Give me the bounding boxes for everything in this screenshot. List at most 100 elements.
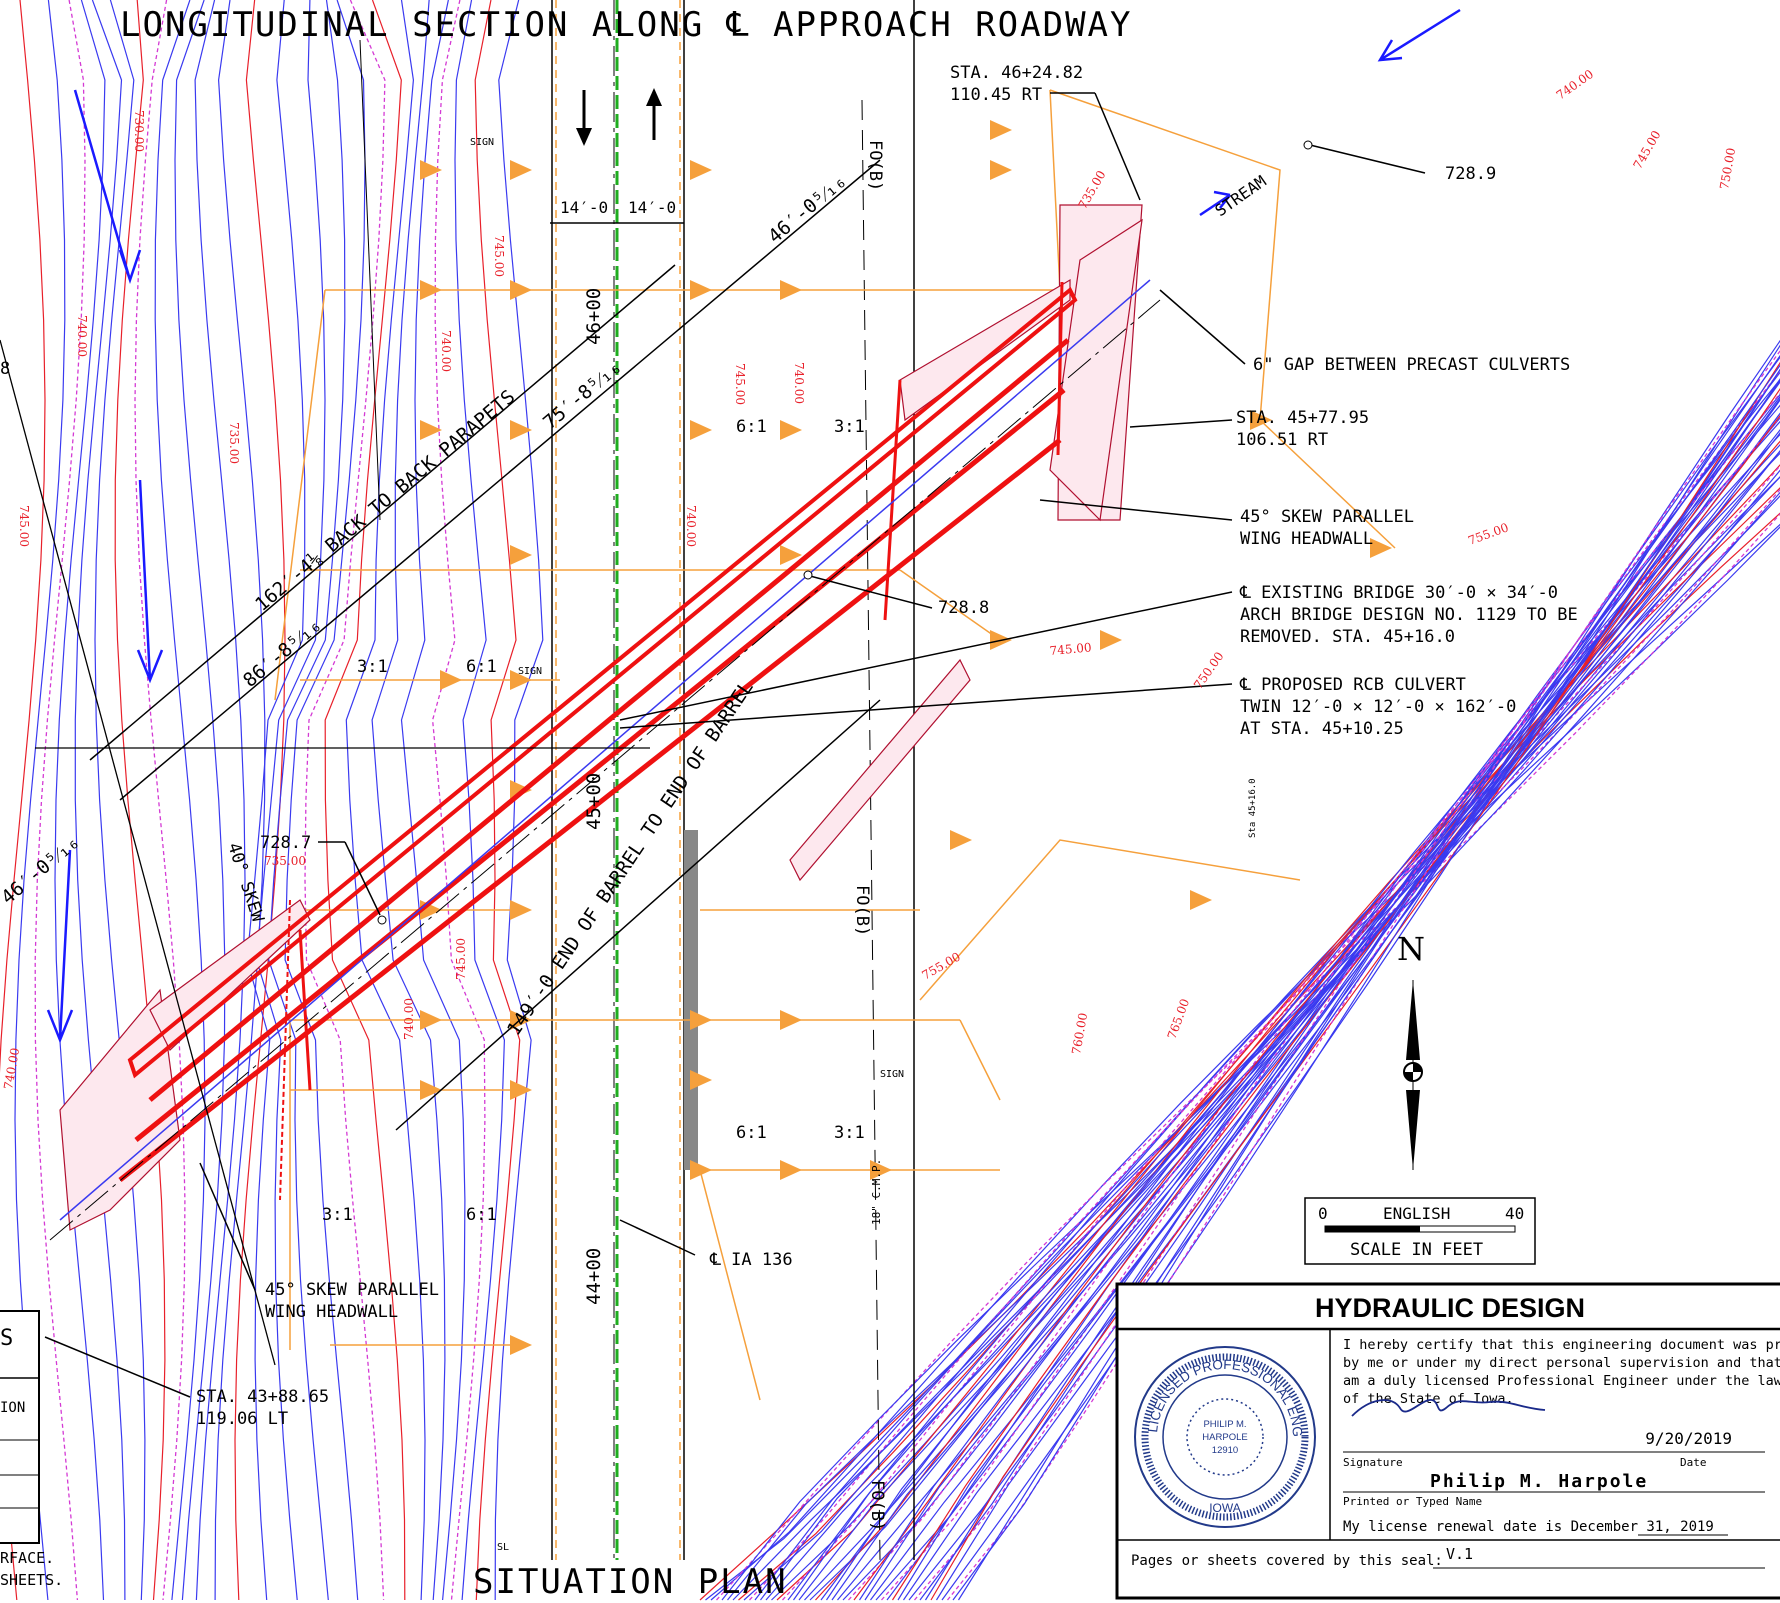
callout-110-45-rt: 110.45 RT: [950, 85, 1042, 105]
grading-triangle: [420, 160, 442, 180]
callout-wing-headwall-low-1: 45° SKEW PARALLEL: [265, 1280, 439, 1300]
svg-text:745.00: 745.00: [454, 938, 468, 980]
callout-wing-headwall-low-2: WING HEADWALL: [265, 1302, 398, 1322]
lane-width-left: 14′-0: [560, 198, 608, 217]
svg-text:735.00: 735.00: [227, 422, 241, 464]
seal-state: IOWA: [1209, 1501, 1241, 1515]
contour-line: [431, 0, 486, 1601]
contour-line: [246, 0, 306, 1601]
contour-line: [474, 0, 521, 1601]
fiber-optic-label-mid: FO(B): [852, 885, 872, 936]
dimension-46-left: 46′-0⁵⁄₁₆: [0, 831, 84, 909]
svg-text:745.00: 745.00: [733, 363, 747, 405]
left-partial-table: S ION RFACE. SHEETS.: [0, 1310, 63, 1589]
elevation-735-red: 735.00: [264, 854, 306, 868]
svg-text:745.00: 745.00: [1049, 640, 1092, 658]
svg-text:745.00: 745.00: [17, 505, 31, 547]
contour-line: [930, 361, 1780, 1601]
elevation-728-9: 728.9: [1445, 164, 1496, 184]
contour-line: [886, 397, 1780, 1601]
contour-line: [324, 0, 406, 1601]
callouts: STA. 46+24.82 110.45 RT 728.9 STREAM 6" …: [0, 63, 1578, 1553]
dimension-lines: [0, 39, 881, 1366]
grading-triangle: [690, 1010, 712, 1030]
north-label: N: [1397, 930, 1425, 968]
grading-triangle: [780, 545, 802, 565]
grading-lines: [274, 89, 1396, 1401]
grading-triangle: [690, 1160, 712, 1180]
grading-triangle: [420, 1080, 442, 1100]
contour-line: [304, 0, 386, 1601]
table-column-fragment: ION: [0, 1400, 25, 1416]
contour-line: [54, 0, 106, 1601]
svg-text:740.00: 740.00: [1554, 67, 1596, 103]
callout-existing-bridge-2: ARCH BRIDGE DESIGN NO. 1129 TO BE: [1240, 605, 1578, 625]
contour-line: [776, 464, 1780, 1601]
contour-line: [74, 0, 126, 1601]
contour-line: [134, 0, 186, 1601]
contour-line: [831, 395, 1780, 1601]
scale-caption: SCALE IN FEET: [1350, 1240, 1483, 1260]
scale-bar: 0 ENGLISH 40 SCALE IN FEET: [1304, 1197, 1536, 1265]
pages-covered: Pages or sheets covered by this seal:: [1131, 1553, 1443, 1569]
callout-precast-gap: 6" GAP BETWEEN PRECAST CULVERTS: [1253, 355, 1570, 375]
slope-6-1-b: 6:1: [466, 657, 497, 677]
situation-plan-title: SITUATION PLAN: [473, 1562, 788, 1602]
grading-triangle: [510, 670, 532, 690]
contour-line: [94, 0, 146, 1601]
printed-name-caption: Printed or Typed Name: [1343, 1495, 1482, 1508]
grading-triangle: [510, 545, 532, 565]
contour-line: [705, 523, 1780, 1601]
longitudinal-section-title: LONGITUDINAL SECTION ALONG ℄ APPROACH RO…: [120, 5, 1133, 45]
contour-line: [371, 0, 446, 1601]
callout-wing-headwall-top-1: 45° SKEW PARALLEL: [1240, 507, 1414, 527]
note-fragment-1: RFACE.: [0, 1549, 54, 1567]
grading-triangle: [510, 1010, 532, 1030]
grading-triangle: [510, 280, 532, 300]
fiber-optic-label-top: FO(B): [865, 140, 885, 191]
skew-angle-label: 40° SKEW: [223, 840, 268, 925]
contour-line: [400, 0, 466, 1601]
grading-triangle: [950, 830, 972, 850]
contour-line: [914, 369, 1780, 1601]
scale-forty: 40: [1505, 1204, 1524, 1223]
grading-triangle: [990, 160, 1012, 180]
contour-line: [268, 0, 346, 1601]
grading-triangle: [690, 280, 712, 300]
contours-left: [0, 0, 544, 1601]
direction-arrows: [576, 88, 662, 146]
signature-caption: Signature: [1343, 1456, 1403, 1469]
centerline-ia-136: ℄ IA 136: [709, 1250, 793, 1270]
svg-text:745.00: 745.00: [1630, 128, 1663, 171]
seal-name-2: HARPOLE: [1202, 1432, 1247, 1443]
grading-triangle: [420, 420, 442, 440]
callout-existing-bridge-3: REMOVED. STA. 45+16.0: [1240, 627, 1455, 647]
callout-proposed-culvert-2: TWIN 12′-0 × 12′-0 × 162′-0: [1240, 697, 1516, 717]
dimension-46-top: 46′-0⁵⁄₁₆: [764, 170, 851, 248]
elevation-728-7: 728.7: [260, 833, 311, 853]
callout-119-06-lt: 119.06 LT: [196, 1409, 288, 1429]
contour-line: [749, 488, 1780, 1601]
printed-name: Philip M. Harpole: [1430, 1471, 1648, 1492]
contour-line: [908, 356, 1780, 1601]
grading-triangle: [1100, 630, 1122, 650]
contour-line: [255, 0, 326, 1601]
grading-triangle: [1370, 538, 1392, 558]
contour-line: [154, 0, 206, 1601]
slope-3-1-c: 3:1: [834, 1123, 865, 1143]
slope-3-1-a: 3:1: [834, 417, 865, 437]
grading-triangle: [690, 420, 712, 440]
grading-triangle: [510, 1080, 532, 1100]
contour-line: [935, 344, 1780, 1601]
grading-triangle: [420, 280, 442, 300]
grading-triangle: [690, 160, 712, 180]
certification-line-1: I hereby certify that this engineering d…: [1343, 1337, 1780, 1353]
contour-line: [34, 0, 86, 1601]
contour-line: [842, 404, 1780, 1601]
grading-triangle: [870, 1160, 892, 1180]
grading-triangle: [510, 420, 532, 440]
contour-line: [174, 0, 226, 1601]
table-heading-fragment: S: [0, 1326, 13, 1351]
svg-text:760.00: 760.00: [1069, 1012, 1090, 1056]
contour-line: [0, 0, 46, 1601]
